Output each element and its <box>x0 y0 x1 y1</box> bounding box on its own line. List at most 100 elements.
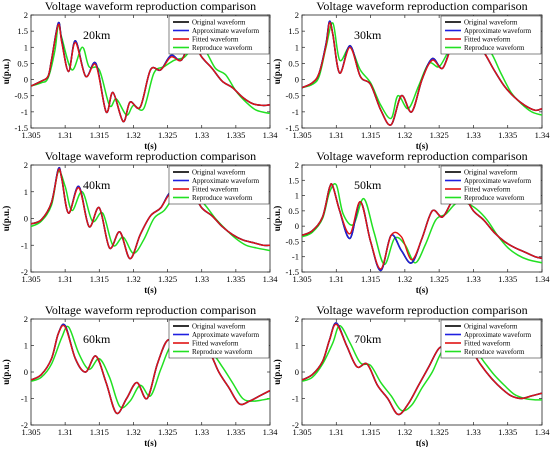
y-tick-label: 2 <box>24 314 28 324</box>
series-line-fitted <box>302 183 542 270</box>
legend-label-original: Original waveform <box>464 169 518 177</box>
y-tick-label: 0 <box>295 75 299 85</box>
y-tick-label: 1 <box>295 42 299 52</box>
x-tick-label: 1.335 <box>226 427 245 437</box>
y-tick-label: -1.5 <box>286 267 299 277</box>
x-tick-label: 1.31 <box>329 427 344 437</box>
x-tick-label: 1.315 <box>361 427 380 437</box>
x-tick-label: 1.33 <box>194 427 209 437</box>
x-tick-label: 1.33 <box>466 274 481 284</box>
series-line-fitted <box>31 23 270 123</box>
y-tick-label: -1.5 <box>15 123 28 133</box>
x-tick-label: 1.305 <box>292 274 311 284</box>
y-tick-label: 2 <box>295 160 299 170</box>
x-tick-label: 1.305 <box>21 427 40 437</box>
y-tick-label: 2 <box>24 160 28 170</box>
x-tick-label: 1.315 <box>90 130 109 140</box>
x-tick-label: 1.34 <box>263 130 279 140</box>
legend-label-approximate: Approximate waveform <box>464 177 532 185</box>
series-line-reproduce <box>302 324 542 412</box>
x-tick-label: 1.31 <box>58 130 73 140</box>
x-tick-label: 1.335 <box>498 130 517 140</box>
x-tick-label: 1.315 <box>361 274 380 284</box>
y-tick-label: 1 <box>295 191 299 201</box>
x-axis-label: t(s) <box>416 141 429 151</box>
y-tick-label: 2 <box>24 10 28 20</box>
x-tick-label: 1.32 <box>126 274 141 284</box>
chart-title: Voltage waveform reproduction comparison <box>316 149 527 163</box>
x-tick-label: 1.315 <box>90 274 109 284</box>
x-tick-label: 1.32 <box>397 427 412 437</box>
y-axis-label: u(p.u.) <box>1 59 11 85</box>
x-tick-label: 1.31 <box>58 427 73 437</box>
y-axis-label: u(p.u.) <box>1 206 11 232</box>
chart-title: Voltage waveform reproduction comparison <box>45 149 256 163</box>
y-tick-label: -1 <box>21 107 28 117</box>
x-tick-label: 1.325 <box>158 274 177 284</box>
chart-title: Voltage waveform reproduction comparison <box>45 303 256 317</box>
legend-label-fitted: Fitted waveform <box>464 340 511 348</box>
y-axis-label: u(p.u.) <box>272 206 282 232</box>
series-lines <box>302 20 542 126</box>
legend-label-fitted: Fitted waveform <box>464 186 511 194</box>
y-tick-label: -0.5 <box>286 91 299 101</box>
y-tick-label: 1.5 <box>288 175 299 185</box>
y-axis-label: u(p.u.) <box>272 359 282 385</box>
x-tick-label: 1.325 <box>158 130 177 140</box>
y-tick-label: 0.5 <box>288 206 299 216</box>
distance-annotation: 70km <box>354 332 382 346</box>
legend-label-reproduce: Reproduce waveform <box>464 194 525 202</box>
y-tick-label: 0 <box>295 367 299 377</box>
distance-annotation: 40km <box>83 178 111 192</box>
legend-label-reproduce: Reproduce waveform <box>464 348 525 356</box>
y-tick-label: 0.5 <box>17 58 28 68</box>
x-tick-label: 1.32 <box>126 130 141 140</box>
chart-title: Voltage waveform reproduction comparison <box>316 303 527 317</box>
x-tick-label: 1.305 <box>292 130 311 140</box>
x-tick-label: 1.33 <box>466 130 481 140</box>
y-tick-label: 0 <box>24 367 28 377</box>
y-tick-label: -1.5 <box>286 123 299 133</box>
x-tick-label: 1.325 <box>430 274 449 284</box>
series-lines <box>302 183 542 272</box>
x-tick-label: 1.34 <box>263 427 279 437</box>
x-tick-label: 1.315 <box>90 427 109 437</box>
legend-label-fitted: Fitted waveform <box>464 36 511 44</box>
x-axis-label: t(s) <box>416 438 429 447</box>
y-tick-label: -0.5 <box>286 236 299 246</box>
x-tick-label: 1.34 <box>263 274 279 284</box>
series-line-fitted <box>302 21 542 126</box>
y-tick-label: 1 <box>24 341 28 351</box>
y-tick-label: -1 <box>21 240 28 250</box>
x-tick-label: 1.31 <box>329 274 344 284</box>
x-tick-label: 1.31 <box>58 274 73 284</box>
legend-label-reproduce: Reproduce waveform <box>192 348 253 356</box>
y-tick-label: -0.5 <box>15 91 28 101</box>
x-tick-label: 1.34 <box>535 427 550 437</box>
x-tick-label: 1.32 <box>397 274 412 284</box>
legend-label-reproduce: Reproduce waveform <box>192 194 253 202</box>
x-tick-label: 1.335 <box>226 130 245 140</box>
y-axis-label: u(p.u.) <box>272 59 282 85</box>
x-axis-label: t(s) <box>144 285 157 295</box>
x-tick-label: 1.305 <box>292 427 311 437</box>
y-tick-label: -1 <box>21 394 28 404</box>
distance-annotation: 20km <box>83 28 111 42</box>
series-line-reproduce <box>302 22 542 120</box>
y-tick-label: 0 <box>24 214 28 224</box>
x-tick-label: 1.325 <box>430 130 449 140</box>
legend-label-original: Original waveform <box>192 19 246 27</box>
y-tick-label: 2 <box>295 10 299 20</box>
y-tick-label: 1 <box>24 187 28 197</box>
x-tick-label: 1.335 <box>498 427 517 437</box>
x-tick-label: 1.33 <box>194 274 209 284</box>
distance-annotation: 60km <box>83 332 111 346</box>
legend-label-reproduce: Reproduce waveform <box>464 44 525 52</box>
x-tick-label: 1.34 <box>535 274 550 284</box>
y-tick-label: 0 <box>295 221 299 231</box>
series-lines <box>31 21 270 123</box>
